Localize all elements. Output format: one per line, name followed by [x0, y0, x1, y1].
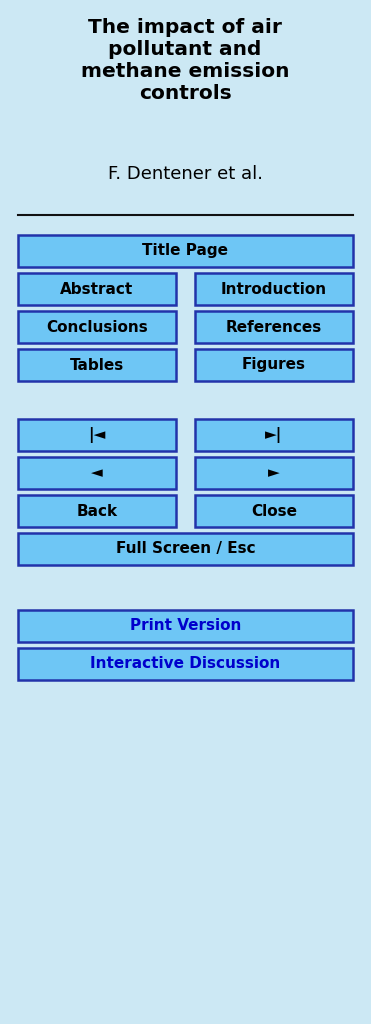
- Text: Print Version: Print Version: [130, 618, 241, 634]
- FancyBboxPatch shape: [195, 311, 353, 343]
- Text: Close: Close: [251, 504, 297, 518]
- FancyBboxPatch shape: [18, 419, 176, 451]
- FancyBboxPatch shape: [18, 648, 353, 680]
- FancyBboxPatch shape: [18, 273, 176, 305]
- FancyBboxPatch shape: [18, 349, 176, 381]
- Text: Introduction: Introduction: [221, 282, 327, 297]
- FancyBboxPatch shape: [18, 311, 176, 343]
- Text: Interactive Discussion: Interactive Discussion: [91, 656, 280, 672]
- Text: References: References: [226, 319, 322, 335]
- FancyBboxPatch shape: [18, 610, 353, 642]
- Text: Figures: Figures: [242, 357, 306, 373]
- FancyBboxPatch shape: [18, 495, 176, 527]
- FancyBboxPatch shape: [18, 457, 176, 489]
- Text: Tables: Tables: [70, 357, 124, 373]
- Text: Abstract: Abstract: [60, 282, 134, 297]
- Text: Conclusions: Conclusions: [46, 319, 148, 335]
- Text: F. Dentener et al.: F. Dentener et al.: [108, 165, 263, 183]
- FancyBboxPatch shape: [195, 349, 353, 381]
- Text: ►|: ►|: [265, 427, 283, 443]
- Text: Full Screen / Esc: Full Screen / Esc: [116, 542, 255, 556]
- Text: Back: Back: [76, 504, 118, 518]
- Text: Title Page: Title Page: [142, 244, 229, 258]
- FancyBboxPatch shape: [18, 234, 353, 267]
- Text: |◄: |◄: [88, 427, 106, 443]
- FancyBboxPatch shape: [195, 457, 353, 489]
- Text: The impact of air
pollutant and
methane emission
controls: The impact of air pollutant and methane …: [81, 18, 289, 103]
- FancyBboxPatch shape: [18, 534, 353, 565]
- Text: ►: ►: [268, 466, 280, 480]
- FancyBboxPatch shape: [195, 419, 353, 451]
- FancyBboxPatch shape: [195, 273, 353, 305]
- Text: ◄: ◄: [91, 466, 103, 480]
- FancyBboxPatch shape: [195, 495, 353, 527]
